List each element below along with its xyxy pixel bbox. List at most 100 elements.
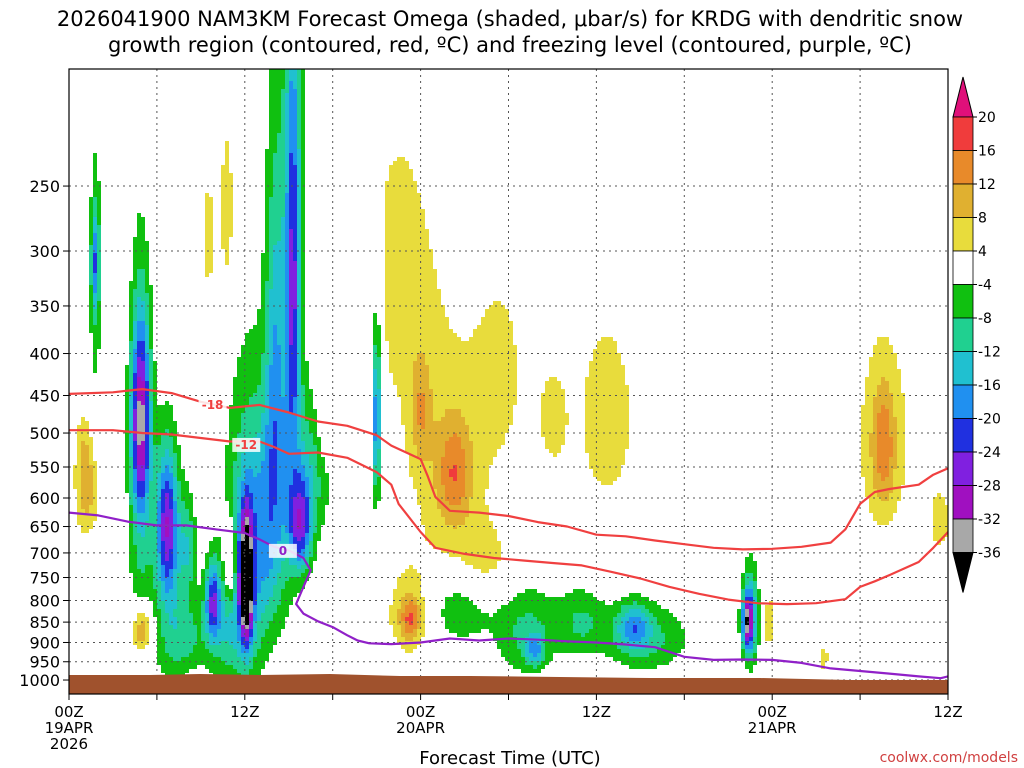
omega-cell [153,297,261,301]
omega-cell [569,413,585,417]
omega-cell [145,645,157,649]
omega-cell [153,413,173,417]
omega-cell [513,665,533,669]
omega-cell [93,209,97,213]
omega-cell [285,113,289,117]
omega-cell [629,401,865,405]
omega-cell [445,485,465,489]
omega-cell [397,613,401,617]
omega-cell [285,329,289,333]
omega-cell [905,421,948,425]
omega-cell [93,293,97,297]
omega-cell [93,241,97,245]
omega-cell [653,625,661,629]
omega-cell [265,441,273,445]
omega-cell [149,469,153,473]
omega-cell [301,141,305,145]
omega-cell [69,361,93,365]
omega-cell [233,389,257,393]
omega-cell [893,517,933,521]
omega-cell [313,501,317,505]
omega-cell [301,77,305,81]
omega-cell [137,357,141,361]
omega-cell [241,641,249,645]
omega-cell [537,589,573,593]
omega-cell [289,165,297,169]
omega-cell [393,381,413,385]
omega-cell [385,297,441,301]
omega-cell [421,581,741,585]
omega-cell [289,193,297,197]
omega-cell [261,361,269,365]
omega-cell [137,377,141,381]
omega-cell [189,581,197,585]
omega-cell [221,617,237,621]
omega-cell [69,181,93,185]
omega-cell [277,433,297,437]
omega-cell [289,257,293,261]
omega-cell [449,321,481,325]
omega-cell [393,593,405,597]
omega-cell [417,445,445,449]
omega-cell [265,437,273,441]
omega-cell [237,369,261,373]
omega-cell [149,501,157,505]
omega-cell [221,245,229,249]
omega-cell [81,473,93,477]
omega-cell [261,673,948,677]
omega-cell [173,417,229,421]
omega-cell [89,305,93,309]
omega-cell [629,405,861,409]
omega-cell [157,657,173,661]
omega-cell [93,217,97,221]
omega-cell [773,629,948,633]
omega-cell [301,181,305,185]
omega-cell [261,645,273,649]
omega-cell [757,573,948,577]
omega-cell [473,481,489,485]
omega-cell [285,289,289,293]
omega-cell [149,453,153,457]
omega-cell [229,433,237,437]
omega-cell [221,657,241,661]
omega-cell [249,517,253,521]
omega-cell [133,261,149,265]
omega-cell [289,377,297,381]
omega-cell [613,625,617,629]
omega-cell [309,361,373,365]
omega-cell [237,577,241,581]
omega-cell [173,477,177,481]
omega-cell [237,537,241,541]
omega-cell [285,529,289,533]
omega-cell [305,85,948,89]
omega-cell [585,393,629,397]
omega-cell [221,181,233,185]
omega-cell [145,477,149,481]
omega-cell [161,629,197,633]
omega-cell [241,529,245,533]
omega-cell [269,493,277,497]
omega-cell [305,317,373,321]
omega-cell [257,653,269,657]
omega-cell [285,621,389,625]
omega-cell [865,485,873,489]
omega-cell [489,477,597,481]
omega-cell [377,409,381,413]
omega-cell [893,449,897,453]
omega-cell [421,513,441,517]
omega-cell [881,409,889,413]
omega-cell [209,541,221,545]
omega-cell [265,213,269,217]
omega-cell [869,501,897,505]
omega-cell [505,441,545,445]
omega-cell [217,565,221,569]
omega-cell [297,169,301,173]
omega-cell [301,353,305,357]
omega-cell [289,261,297,265]
omega-cell [457,465,465,469]
omega-cell [169,501,173,505]
omega-cell [741,597,745,601]
omega-cell [69,121,269,125]
omega-cell [205,221,213,225]
omega-cell [229,501,233,505]
